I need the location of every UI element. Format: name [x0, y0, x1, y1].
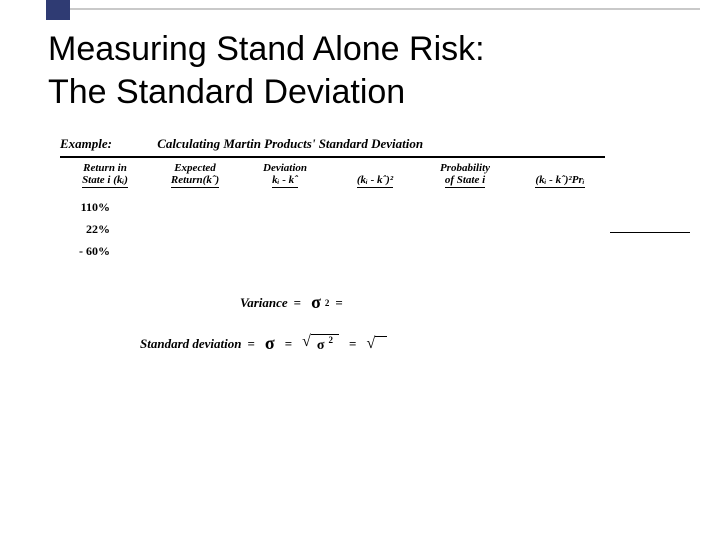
- table-row: - 60%: [60, 244, 670, 266]
- title-line-1: Measuring Stand Alone Risk:: [48, 30, 485, 68]
- column-headers: Return in State i (kᵢ) Expected Return(k…: [60, 160, 670, 188]
- stddev-formula: Standard deviation = σ = √ σ2 = √: [140, 333, 670, 354]
- col-return: Return in State i (kᵢ): [60, 160, 150, 188]
- data-rows: 110% 22% - 60%: [60, 200, 670, 266]
- col-weighted: (kᵢ - kˆ)²Prᵢ: [510, 172, 610, 188]
- table-row: 110%: [60, 200, 670, 222]
- sigma-symbol: σ: [307, 292, 325, 313]
- col-deviation-sq: (kᵢ - kˆ)²: [330, 172, 420, 188]
- stddev-label: Standard deviation: [140, 336, 242, 352]
- example-label: Example:: [60, 136, 154, 152]
- content-area: Example: Calculating Martin Products' St…: [60, 136, 670, 354]
- return-value: 110%: [60, 200, 150, 222]
- example-heading: Example: Calculating Martin Products' St…: [60, 136, 670, 152]
- return-value: 22%: [60, 222, 150, 244]
- sigma-symbol: σ: [261, 333, 279, 354]
- variance-formula: Variance = σ2 =: [240, 292, 670, 313]
- col-expected: Expected Return(kˆ): [150, 160, 240, 188]
- col-probability: Probability of State i: [420, 160, 510, 188]
- col-deviation: Deviation kᵢ - kˆ: [240, 160, 330, 188]
- return-value: - 60%: [60, 244, 150, 266]
- top-divider: [70, 8, 700, 10]
- sum-underline: [610, 232, 690, 233]
- header-rule-top: [60, 156, 605, 158]
- slide-title: Measuring Stand Alone Risk: The Standard…: [48, 28, 485, 113]
- example-title: Calculating Martin Products' Standard De…: [157, 136, 423, 151]
- sqrt-empty: √: [366, 336, 387, 352]
- variance-label: Variance: [240, 295, 288, 311]
- accent-square: [46, 0, 70, 20]
- title-line-2: The Standard Deviation: [48, 73, 405, 111]
- sqrt-sigma-sq: √ σ2: [302, 334, 339, 352]
- table-row: 22%: [60, 222, 670, 244]
